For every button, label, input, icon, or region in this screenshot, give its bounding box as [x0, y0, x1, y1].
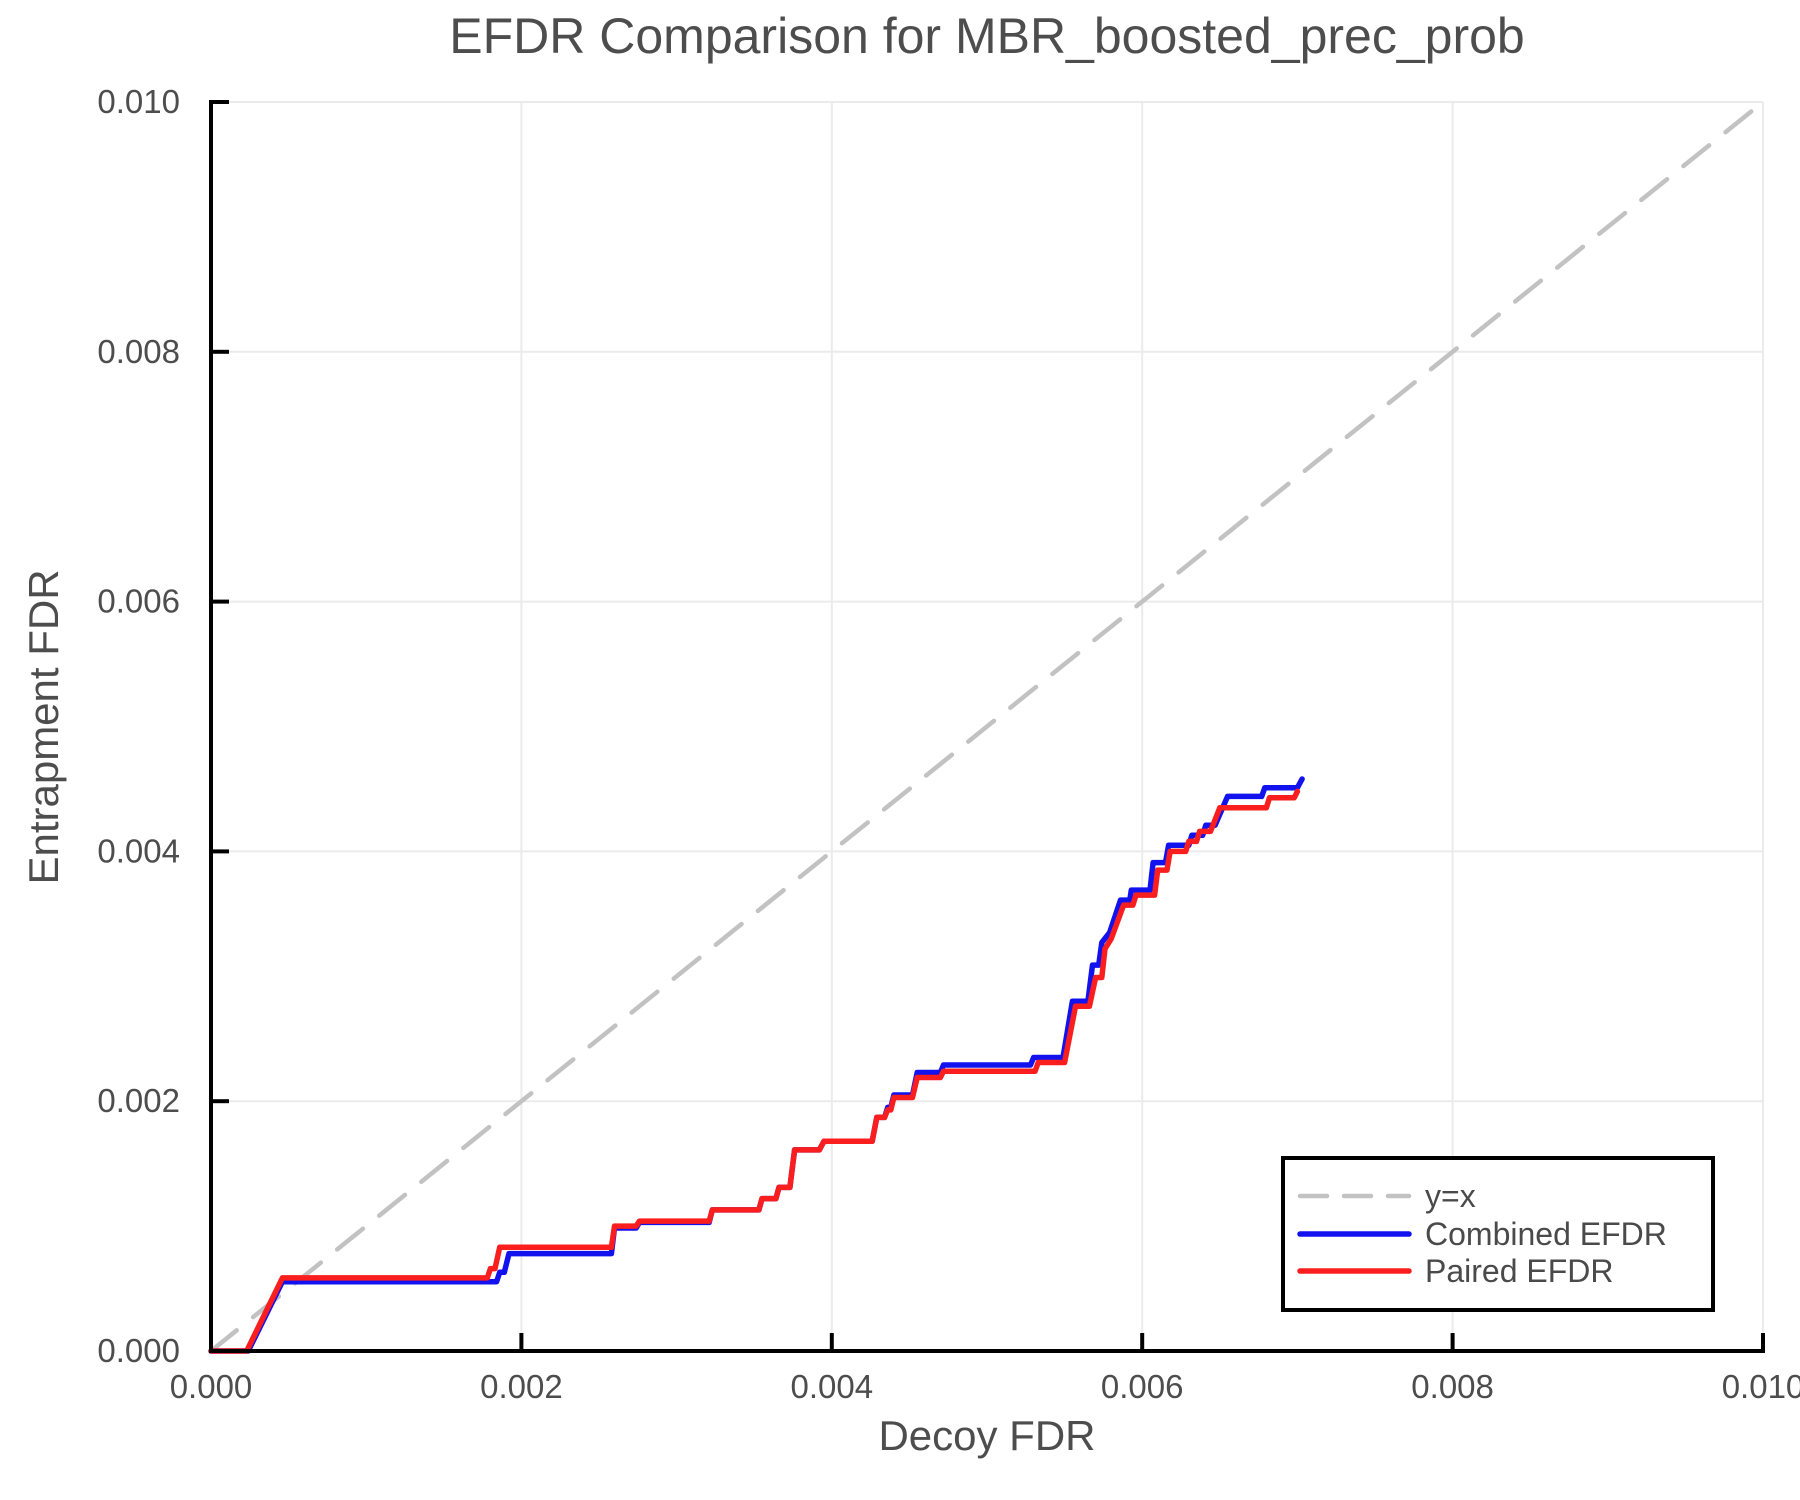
x-axis-title: Decoy FDR — [878, 1412, 1096, 1459]
x-tick-label: 0.000 — [170, 1368, 253, 1405]
x-tick-label: 0.010 — [1722, 1368, 1800, 1405]
legend-label: y=x — [1425, 1178, 1476, 1214]
legend-label: Paired EFDR — [1425, 1253, 1614, 1289]
series-group — [208, 99, 1766, 1354]
x-tick-label: 0.008 — [1411, 1368, 1494, 1405]
ticks: 0.000 0.002 0.004 0.006 0.008 0.010 0.000 0.002… — [97, 83, 1800, 1405]
y-axis-title: Entrapment FDR — [20, 569, 67, 885]
axes — [209, 100, 1765, 1353]
y-tick-label: 0.008 — [97, 333, 180, 370]
y-tick-label: 0.010 — [97, 83, 180, 120]
legend-label: Combined EFDR — [1425, 1216, 1667, 1252]
y-tick-label: 0.006 — [97, 583, 180, 620]
x-tick-label: 0.002 — [480, 1368, 563, 1405]
series-combined-efdr — [208, 776, 1305, 1354]
y-tick-label: 0.004 — [97, 832, 180, 869]
series-paired-efdr — [208, 788, 1301, 1354]
series-y-x — [208, 99, 1766, 1354]
gridlines — [211, 101, 1764, 1351]
x-tick-label: 0.004 — [791, 1368, 874, 1405]
y-tick-label: 0.000 — [97, 1332, 180, 1369]
x-tick-label: 0.006 — [1101, 1368, 1184, 1405]
y-tick-label: 0.002 — [97, 1082, 180, 1119]
chart-title: EFDR Comparison for MBR_boosted_prec_pro… — [449, 8, 1525, 64]
